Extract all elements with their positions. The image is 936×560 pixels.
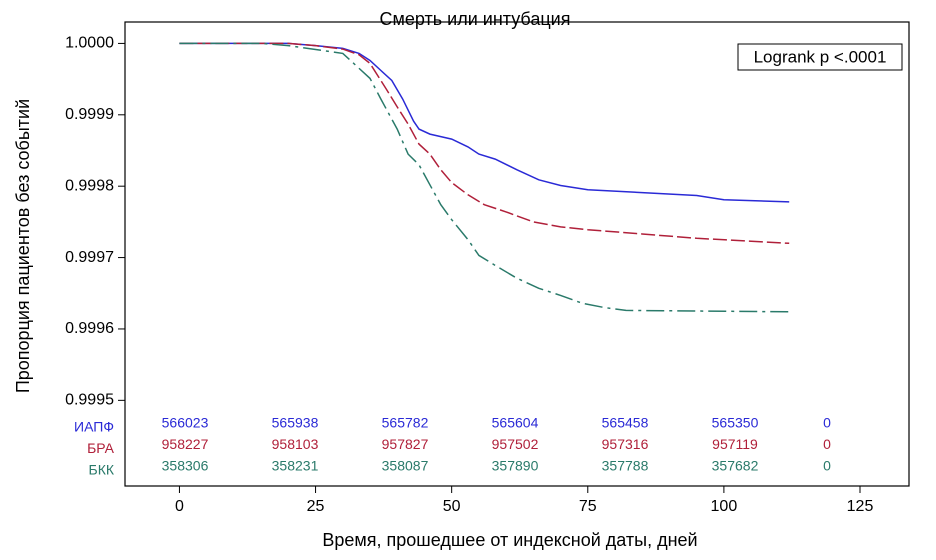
- legend-label: БРА: [87, 440, 115, 456]
- x-tick-label: 75: [579, 498, 597, 515]
- y-axis-label: Пропорция пациентов без событий: [13, 99, 33, 393]
- at-risk-count: 958227: [162, 436, 209, 452]
- at-risk-count: 565350: [712, 415, 759, 431]
- at-risk-count: 357682: [712, 458, 759, 474]
- at-risk-count: 565604: [492, 415, 539, 431]
- at-risk-count: 565782: [382, 415, 429, 431]
- at-risk-count: 358087: [382, 458, 429, 474]
- plot-frame: [124, 21, 910, 487]
- chart-title: Смерть или интубация: [380, 9, 571, 29]
- y-tick-label: 0.9996: [65, 320, 114, 337]
- at-risk-count: 957827: [382, 436, 429, 452]
- y-tick-label: 0.9995: [65, 392, 114, 409]
- at-risk-count: 358306: [162, 458, 209, 474]
- at-risk-count: 0: [823, 458, 831, 474]
- at-risk-count: 0: [823, 415, 831, 431]
- at-risk-count: 565458: [602, 415, 649, 431]
- legend-label: ИАПФ: [74, 419, 114, 435]
- legend-label: БКК: [89, 462, 115, 478]
- x-tick-label: 25: [307, 498, 325, 515]
- at-risk-count: 958103: [272, 436, 319, 452]
- y-tick-label: 0.9998: [65, 177, 114, 194]
- at-risk-count: 565938: [272, 415, 319, 431]
- x-tick-label: 100: [711, 498, 738, 515]
- at-risk-count: 358231: [272, 458, 319, 474]
- at-risk-count: 566023: [162, 415, 209, 431]
- at-risk-count: 0: [823, 436, 831, 452]
- at-risk-count: 357788: [602, 458, 649, 474]
- survival-curve: [179, 42, 790, 203]
- at-risk-count: 957316: [602, 436, 649, 452]
- at-risk-count: 957119: [712, 436, 758, 452]
- y-tick-label: 1.0000: [65, 35, 114, 52]
- x-tick-label: 125: [847, 498, 874, 515]
- survival-curve: [179, 42, 790, 313]
- y-tick-label: 0.9999: [65, 106, 114, 123]
- at-risk-count: 357890: [492, 458, 539, 474]
- annotation: Logrank p <.0001: [754, 47, 887, 66]
- annotation-box: [737, 43, 903, 71]
- y-tick-label: 0.9997: [65, 249, 114, 266]
- x-axis-label: Время, прошедшее от индексной даты, дней: [322, 530, 697, 550]
- x-tick-label: 50: [443, 498, 461, 515]
- survival-curve: [179, 42, 790, 245]
- x-tick-label: 0: [175, 498, 184, 515]
- at-risk-count: 957502: [492, 436, 539, 452]
